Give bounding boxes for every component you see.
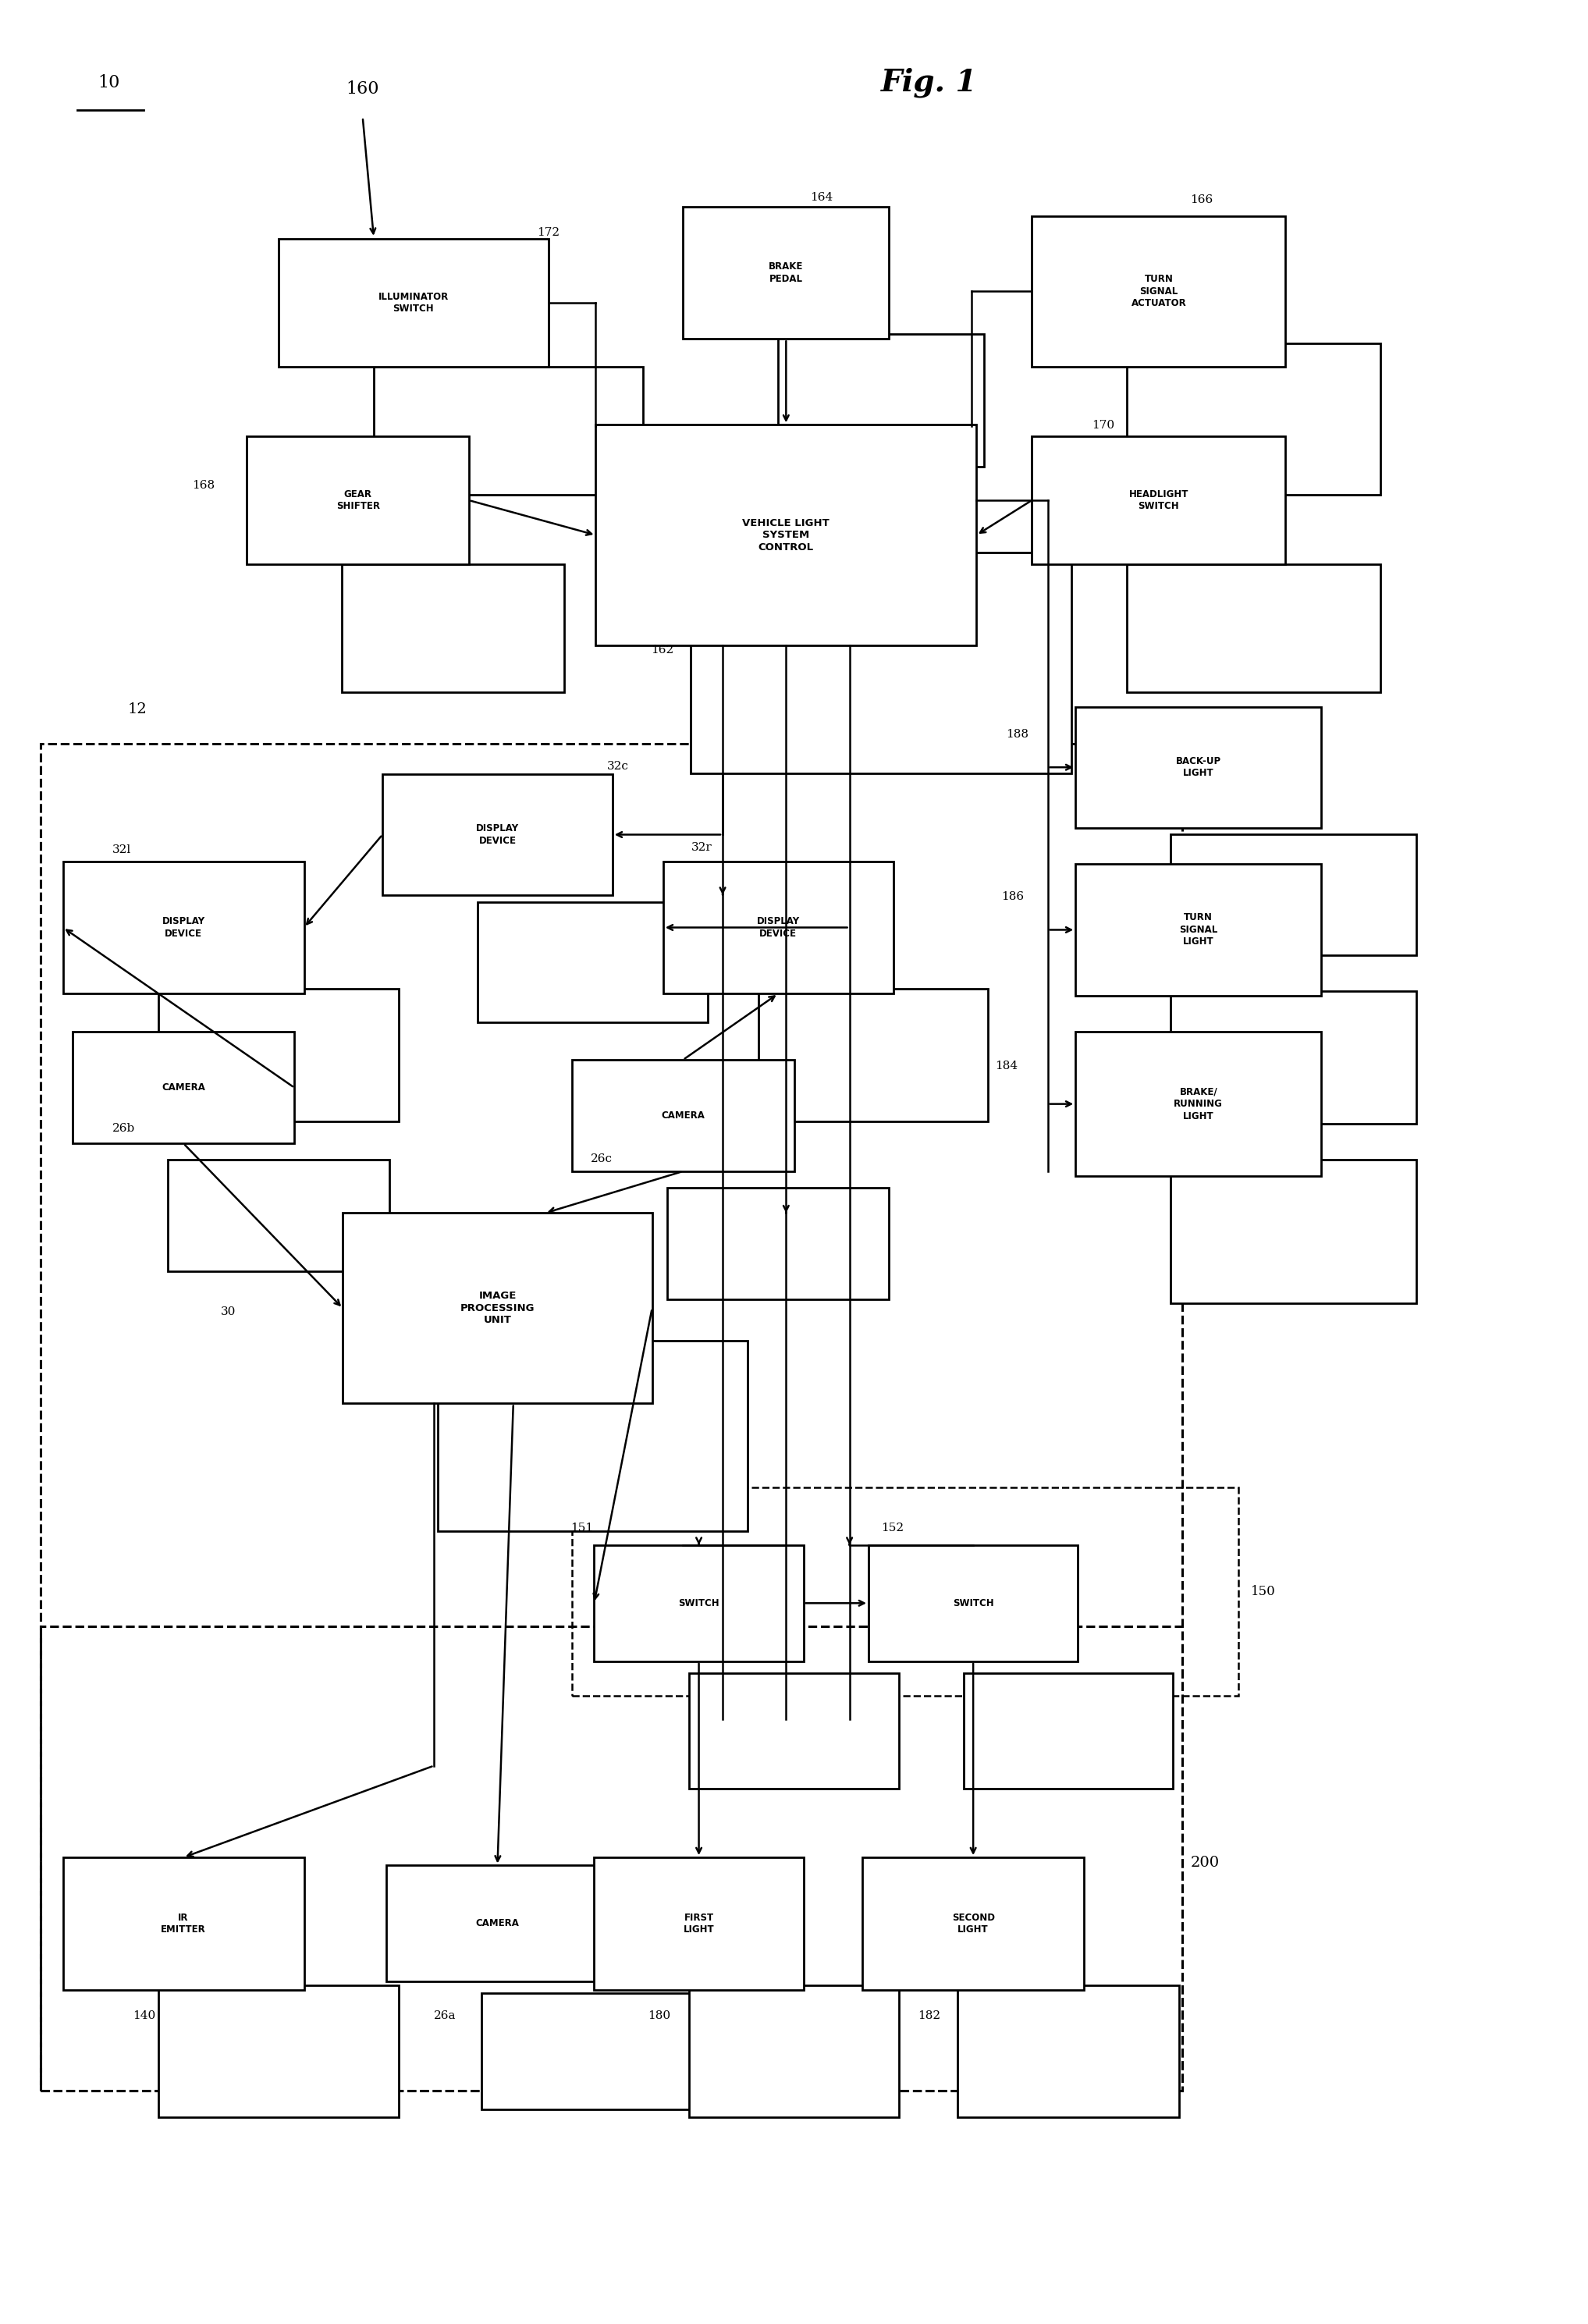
Polygon shape <box>438 1341 748 1532</box>
Polygon shape <box>964 1673 1174 1789</box>
Polygon shape <box>1127 344 1380 495</box>
Polygon shape <box>862 1857 1085 1989</box>
Polygon shape <box>73 1032 294 1143</box>
Polygon shape <box>64 862 303 995</box>
Polygon shape <box>278 239 548 367</box>
Polygon shape <box>664 862 892 995</box>
Polygon shape <box>1032 216 1286 367</box>
Text: 32r: 32r <box>691 841 711 853</box>
Polygon shape <box>246 437 468 565</box>
Polygon shape <box>689 1673 899 1789</box>
Text: DISPLAY
DEVICE: DISPLAY DEVICE <box>756 916 800 939</box>
Polygon shape <box>64 1857 303 1989</box>
Text: BRAKE/
RUNNING
LIGHT: BRAKE/ RUNNING LIGHT <box>1174 1088 1223 1120</box>
Polygon shape <box>159 990 399 1122</box>
Text: DISPLAY
DEVICE: DISPLAY DEVICE <box>476 823 519 846</box>
Text: SWITCH: SWITCH <box>953 1599 994 1608</box>
Polygon shape <box>689 1985 899 2117</box>
Text: 168: 168 <box>192 481 214 490</box>
Polygon shape <box>341 565 564 693</box>
Text: TURN
SIGNAL
ACTUATOR: TURN SIGNAL ACTUATOR <box>1131 274 1186 309</box>
Text: 162: 162 <box>651 646 673 655</box>
Polygon shape <box>481 1994 703 2110</box>
Polygon shape <box>667 1188 889 1299</box>
Polygon shape <box>594 1857 804 1989</box>
Text: CAMERA: CAMERA <box>162 1083 205 1092</box>
Polygon shape <box>1170 992 1416 1125</box>
Polygon shape <box>1032 437 1286 565</box>
Polygon shape <box>958 1985 1180 2117</box>
Text: BRAKE
PEDAL: BRAKE PEDAL <box>769 263 804 284</box>
Text: 188: 188 <box>1007 727 1029 739</box>
Polygon shape <box>1075 865 1321 997</box>
Text: VEHICLE LIGHT
SYSTEM
CONTROL: VEHICLE LIGHT SYSTEM CONTROL <box>743 518 829 553</box>
Polygon shape <box>1075 706 1321 827</box>
Text: 184: 184 <box>994 1060 1018 1071</box>
Text: 182: 182 <box>918 2010 940 2022</box>
Text: FIRST
LIGHT: FIRST LIGHT <box>683 1913 715 1934</box>
Polygon shape <box>683 207 889 339</box>
Polygon shape <box>778 335 985 467</box>
Text: ILLUMINATOR
SWITCH: ILLUMINATOR SWITCH <box>378 293 449 314</box>
Polygon shape <box>759 990 988 1122</box>
Polygon shape <box>1127 565 1380 693</box>
Text: IMAGE
PROCESSING
UNIT: IMAGE PROCESSING UNIT <box>461 1292 535 1325</box>
Text: 152: 152 <box>881 1522 904 1534</box>
Polygon shape <box>1075 1032 1321 1176</box>
Polygon shape <box>596 425 977 646</box>
Text: DISPLAY
DEVICE: DISPLAY DEVICE <box>162 916 205 939</box>
Text: SWITCH: SWITCH <box>678 1599 719 1608</box>
Text: CAMERA: CAMERA <box>476 1920 519 1929</box>
Text: 200: 200 <box>1191 1857 1220 1871</box>
Text: 140: 140 <box>132 2010 156 2022</box>
Polygon shape <box>343 1213 653 1404</box>
Text: 166: 166 <box>1191 195 1213 205</box>
Polygon shape <box>691 553 1072 774</box>
Polygon shape <box>1170 834 1416 955</box>
Text: BACK-UP
LIGHT: BACK-UP LIGHT <box>1175 755 1221 779</box>
Text: 160: 160 <box>346 81 380 98</box>
Text: 150: 150 <box>1251 1585 1275 1599</box>
Polygon shape <box>386 1866 608 1982</box>
Text: 26a: 26a <box>434 2010 456 2022</box>
Text: SECOND
LIGHT: SECOND LIGHT <box>951 1913 994 1934</box>
Text: CAMERA: CAMERA <box>661 1111 705 1120</box>
Polygon shape <box>168 1160 389 1271</box>
Text: 151: 151 <box>570 1522 594 1534</box>
Text: 30: 30 <box>221 1306 235 1318</box>
Text: 26c: 26c <box>591 1153 613 1164</box>
Text: 32c: 32c <box>607 760 629 772</box>
Text: 172: 172 <box>537 228 561 237</box>
Text: IR
EMITTER: IR EMITTER <box>160 1913 206 1934</box>
Text: 26b: 26b <box>113 1122 135 1134</box>
Polygon shape <box>1170 1160 1416 1304</box>
Text: 186: 186 <box>1000 890 1024 902</box>
Text: 164: 164 <box>810 193 832 202</box>
Polygon shape <box>869 1545 1078 1662</box>
Polygon shape <box>373 367 643 495</box>
Text: GEAR
SHIFTER: GEAR SHIFTER <box>337 488 380 511</box>
Text: 170: 170 <box>1093 421 1115 430</box>
Text: 12: 12 <box>129 702 148 716</box>
Text: HEADLIGHT
SWITCH: HEADLIGHT SWITCH <box>1129 488 1188 511</box>
Text: TURN
SIGNAL
LIGHT: TURN SIGNAL LIGHT <box>1180 913 1218 946</box>
Text: Fig. 1: Fig. 1 <box>881 67 977 98</box>
Text: 32l: 32l <box>113 844 132 855</box>
Polygon shape <box>159 1985 399 2117</box>
Polygon shape <box>572 1060 794 1171</box>
Polygon shape <box>594 1545 804 1662</box>
Text: 180: 180 <box>648 2010 670 2022</box>
Polygon shape <box>478 902 708 1023</box>
Text: 10: 10 <box>98 74 121 91</box>
Polygon shape <box>383 774 613 895</box>
